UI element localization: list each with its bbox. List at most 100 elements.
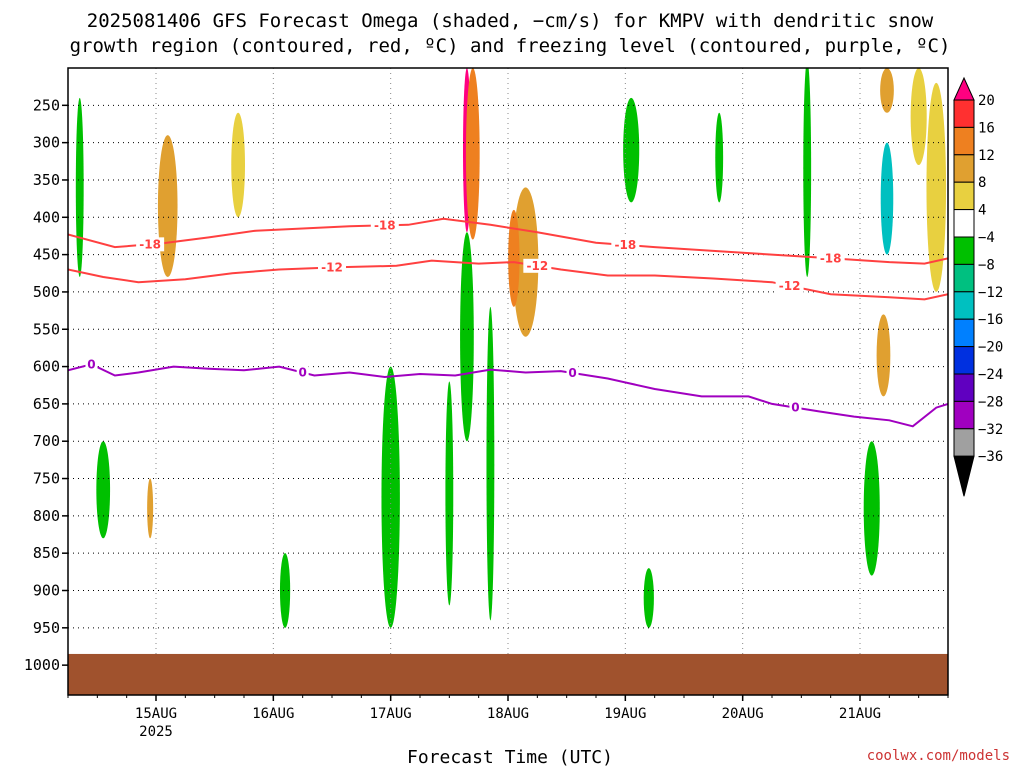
colorbar-swatch-10 bbox=[953, 346, 975, 375]
omega-feature-1 bbox=[465, 68, 480, 240]
contour-label-bg-0-3 bbox=[816, 251, 845, 266]
colorbar-swatch-11 bbox=[953, 373, 975, 402]
y-tick-label-700: 700 bbox=[33, 432, 60, 450]
omega-feature-12 bbox=[876, 314, 891, 397]
colorbar-swatch-2 bbox=[953, 126, 975, 156]
contour-label-bg-2-3 bbox=[789, 400, 802, 415]
contour-lines: -18 -18 -18 -18 -12 -12 -12 0 0 0 0 bbox=[68, 217, 948, 428]
y-tick-label-900: 900 bbox=[33, 582, 60, 600]
chart-title-line2: growth region (contoured, red, ºC) and f… bbox=[70, 35, 951, 57]
omega-feature-14 bbox=[508, 209, 520, 307]
omega-feature-28 bbox=[147, 478, 154, 539]
x-tick-label-5: 20AUG bbox=[722, 706, 764, 722]
y-tick-label-450: 450 bbox=[33, 246, 60, 264]
colorbar-swatch-7 bbox=[953, 263, 975, 293]
y-tick-label-500: 500 bbox=[33, 283, 60, 301]
colorbar-label-3: 8 bbox=[978, 175, 986, 191]
x-tick-label-2: 17AUG bbox=[370, 706, 412, 722]
y-tick-label-950: 950 bbox=[33, 619, 60, 637]
contour-label-bg-1-0 bbox=[318, 260, 346, 275]
colorbar-swatch-6 bbox=[953, 236, 975, 265]
contour-label-2-2: 0 bbox=[568, 366, 576, 380]
colorbar-label-12: −32 bbox=[978, 422, 1003, 438]
colorbar-cap-top bbox=[953, 76, 975, 101]
contour-label-bg-2-0 bbox=[85, 357, 98, 372]
colorbar-label-5: −4 bbox=[978, 230, 995, 246]
y-axis: 250 300 350 400 450 500 550 600 650 700 750 800 850 9… bbox=[24, 96, 68, 674]
y-tick-label-350: 350 bbox=[33, 171, 60, 189]
y-tick-label-600: 600 bbox=[33, 358, 60, 376]
y-tick-label-750: 750 bbox=[33, 470, 60, 488]
colorbar-label-6: −8 bbox=[978, 257, 995, 273]
colorbar-label-9: −20 bbox=[978, 340, 1003, 356]
contour-line-1 bbox=[68, 259, 948, 301]
omega-feature-10 bbox=[880, 68, 894, 113]
omega-feature-15 bbox=[157, 135, 178, 277]
x-tick-label-6: 21AUG bbox=[839, 706, 881, 722]
y-tick-label-650: 650 bbox=[33, 395, 60, 413]
y-tick-label-250: 250 bbox=[33, 96, 60, 114]
colorbar-label-8: −16 bbox=[978, 312, 1003, 328]
colorbar-label-0: 20 bbox=[978, 93, 995, 109]
omega-feature-27 bbox=[75, 97, 84, 277]
omega-feature-22 bbox=[863, 441, 880, 576]
y-tick-label-300: 300 bbox=[33, 134, 60, 152]
contour-label-0-2: -18 bbox=[614, 238, 636, 252]
contour-label-bg-2-1 bbox=[296, 365, 309, 380]
x-tick-label-0: 15AUG bbox=[135, 706, 177, 722]
contour-label-bg-1-1 bbox=[523, 258, 552, 273]
y-tick-label-550: 550 bbox=[33, 320, 60, 338]
contour-label-1-2: -12 bbox=[779, 279, 801, 293]
colorbar-label-13: −36 bbox=[978, 449, 1003, 465]
chart-title-line1: 2025081406 GFS Forecast Omega (shaded, −… bbox=[87, 10, 934, 32]
contour-label-bg-0-1 bbox=[370, 218, 399, 233]
omega-feature-25 bbox=[486, 306, 495, 621]
colorbar-swatch-1 bbox=[953, 99, 975, 128]
contour-label-0-3: -18 bbox=[820, 251, 842, 265]
contour-label-bg-0-0 bbox=[136, 237, 165, 252]
colorbar-swatch-9 bbox=[953, 318, 975, 348]
contour-label-1-0: -12 bbox=[321, 261, 343, 275]
surface-below-ground bbox=[68, 653, 948, 695]
colorbar-swatch-3 bbox=[953, 154, 975, 183]
omega-feature-20 bbox=[643, 568, 654, 628]
contour-label-2-1: 0 bbox=[298, 366, 306, 380]
y-tick-label-1000: 1000 bbox=[24, 656, 60, 674]
colorbar-label-11: −28 bbox=[978, 394, 1003, 410]
omega-feature-21 bbox=[96, 441, 111, 539]
y-tick-label-850: 850 bbox=[33, 544, 60, 562]
colorbar-label-4: 4 bbox=[978, 203, 986, 219]
colorbar-swatch-4 bbox=[953, 181, 975, 211]
omega-feature-17 bbox=[926, 82, 947, 292]
omega-feature-18 bbox=[910, 68, 927, 166]
colorbar-label-7: −12 bbox=[978, 285, 1003, 301]
contour-label-2-0: 0 bbox=[87, 357, 95, 371]
contour-label-bg-0-2 bbox=[611, 237, 640, 252]
contour-label-bg-2-2 bbox=[566, 365, 579, 380]
omega-feature-2 bbox=[460, 232, 474, 442]
colorbar-swatch-13 bbox=[953, 428, 975, 457]
colorbar: 20 16 12 8 4 −4 −8 −12 −16 −20 −24 −28 −32 −36 bbox=[953, 76, 1003, 497]
x-axis: 15AUG 2025 16AUG 17AUG 18AUG 19AUG 20AUG 21AUG bbox=[67, 695, 949, 740]
y-tick-label-400: 400 bbox=[33, 208, 60, 226]
omega-feature-19 bbox=[279, 553, 291, 628]
colorbar-swatch-12 bbox=[953, 400, 975, 430]
contour-label-bg-1-2 bbox=[775, 278, 804, 293]
colorbar-swatch-8 bbox=[953, 291, 975, 320]
omega-feature-5 bbox=[381, 366, 400, 628]
colorbar-label-1: 16 bbox=[978, 120, 995, 136]
omega-feature-16 bbox=[231, 112, 245, 218]
colorbar-cap-bottom bbox=[953, 455, 975, 497]
credit-link[interactable]: coolwx.com/models bbox=[867, 748, 1010, 764]
colorbar-label-2: 12 bbox=[978, 148, 995, 164]
omega-feature-9 bbox=[880, 142, 894, 255]
omega-feature-24 bbox=[715, 112, 724, 203]
contour-label-0-1: -18 bbox=[374, 218, 396, 232]
contour-label-0-0: -18 bbox=[139, 237, 161, 251]
omega-feature-23 bbox=[803, 68, 812, 277]
y-tick-label-800: 800 bbox=[33, 507, 60, 525]
omega-feature-26 bbox=[445, 381, 454, 606]
x-tick-sublabel-0: 2025 bbox=[139, 724, 173, 740]
omega-feature-7 bbox=[623, 97, 640, 203]
